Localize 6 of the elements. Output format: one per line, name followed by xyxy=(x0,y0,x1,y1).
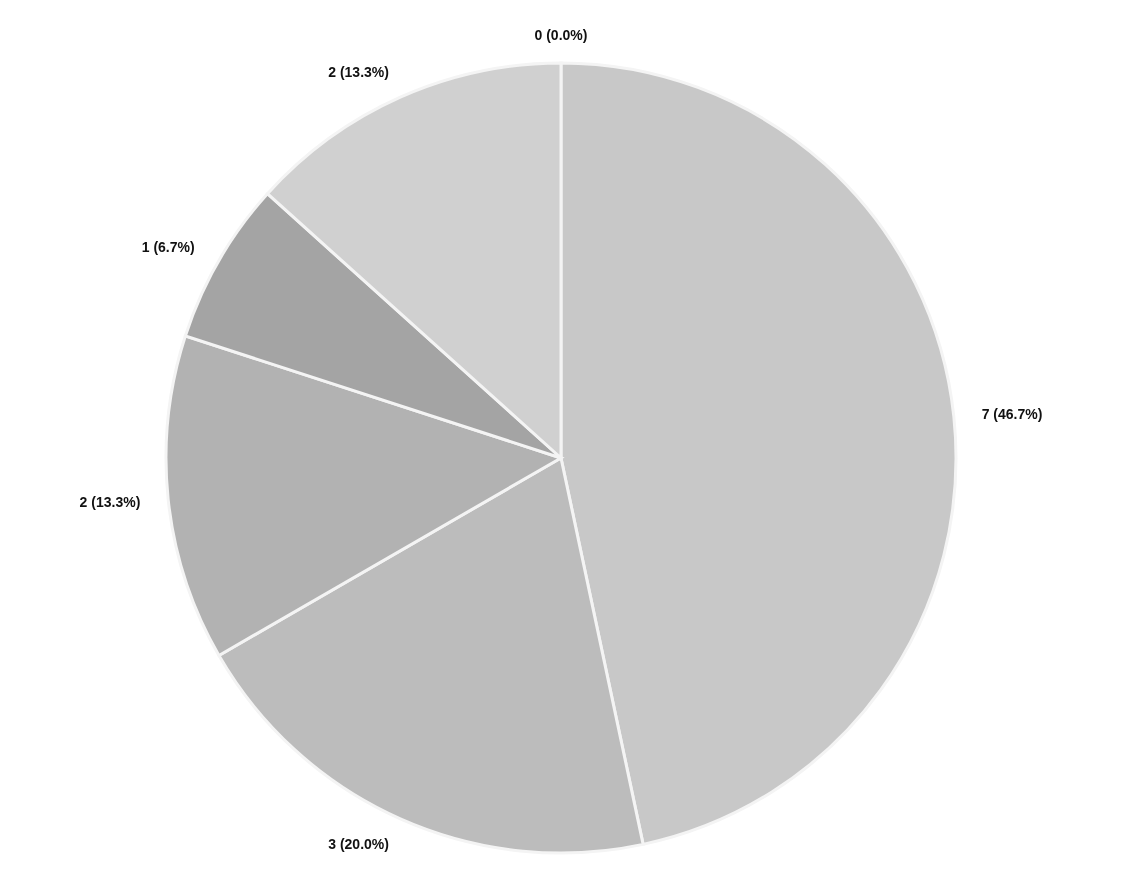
data-label: 1 (6.7%) xyxy=(141,238,195,255)
data-label: 3 (20.0%) xyxy=(328,836,389,853)
data-label: 7 (46.7%) xyxy=(981,405,1043,422)
data-label: 2 (13.3%) xyxy=(328,63,389,80)
data-label: 2 (13.3%) xyxy=(79,494,141,511)
text: 0 (0.0%) xyxy=(534,27,588,43)
